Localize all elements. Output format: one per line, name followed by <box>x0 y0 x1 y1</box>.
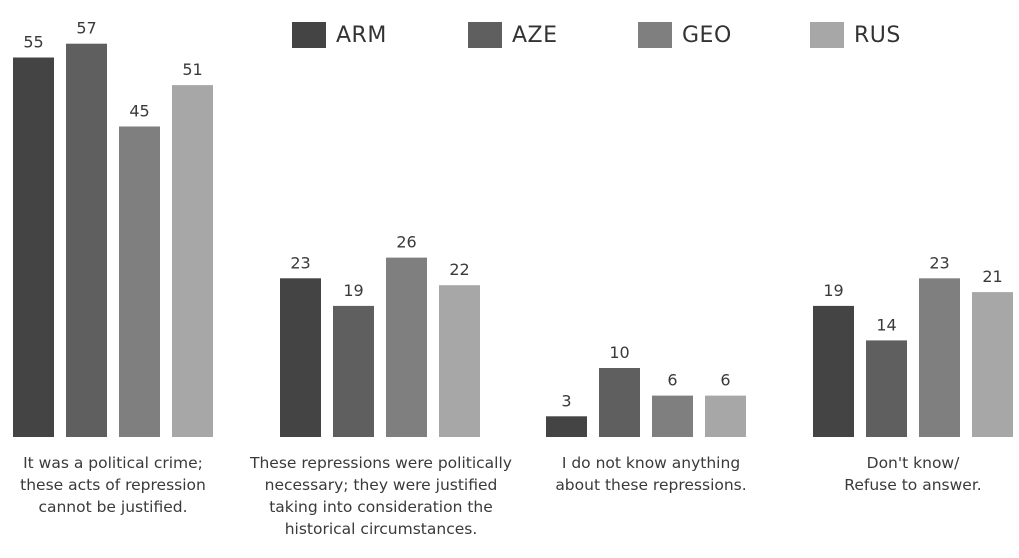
value-label-aze-1: 19 <box>343 281 363 300</box>
value-label-rus-1: 22 <box>449 260 469 279</box>
bar-rus-1 <box>439 285 480 437</box>
bar-aze-1 <box>333 305 374 437</box>
category-label-do-not-know-anything: I do not know anything about these repre… <box>555 454 747 494</box>
legend-item-arm: ARM <box>292 18 387 52</box>
legend: ARM AZE GEO RUS <box>0 18 1019 52</box>
legend-item-geo: GEO <box>638 18 732 52</box>
value-label-geo-2: 6 <box>667 371 677 390</box>
bar-geo-0 <box>119 126 160 437</box>
legend-swatch-arm <box>292 22 326 48</box>
bar-arm-2 <box>546 416 587 437</box>
bar-rus-2 <box>705 395 746 437</box>
legend-label-aze: AZE <box>512 22 558 48</box>
legend-label-rus: RUS <box>854 22 901 48</box>
bars-group <box>13 43 1013 437</box>
legend-swatch-rus <box>810 22 844 48</box>
category-label-politically-necessary: These repressions were politically neces… <box>250 454 512 538</box>
bar-geo-2 <box>652 395 693 437</box>
value-label-arm-0: 55 <box>23 33 43 52</box>
bar-rus-0 <box>172 85 213 437</box>
value-label-geo-1: 26 <box>396 233 416 252</box>
bar-arm-3 <box>813 305 854 437</box>
bar-geo-1 <box>386 257 427 437</box>
value-label-aze-3: 14 <box>876 315 896 334</box>
bar-aze-0 <box>66 43 107 437</box>
legend-label-arm: ARM <box>336 22 387 48</box>
value-labels-group: 55 57 45 51 23 19 26 22 3 10 6 6 19 14 23 21 <box>23 19 1002 411</box>
value-label-aze-2: 10 <box>609 343 629 362</box>
bar-geo-3 <box>919 278 960 437</box>
value-label-aze-0: 57 <box>76 19 96 38</box>
value-label-arm-1: 23 <box>290 253 310 272</box>
bar-aze-2 <box>599 368 640 437</box>
legend-label-geo: GEO <box>682 22 732 48</box>
legend-item-rus: RUS <box>810 18 901 52</box>
bar-arm-0 <box>13 57 54 437</box>
category-label-dont-know-refuse: Don't know/ Refuse to answer. <box>844 454 982 494</box>
value-label-arm-3: 19 <box>823 281 843 300</box>
legend-swatch-geo <box>638 22 672 48</box>
bar-rus-3 <box>972 292 1013 437</box>
bar-arm-1 <box>280 278 321 437</box>
value-label-rus-0: 51 <box>182 60 202 79</box>
value-label-geo-3: 23 <box>929 253 949 272</box>
legend-swatch-aze <box>468 22 502 48</box>
value-label-geo-0: 45 <box>129 102 149 121</box>
value-label-rus-3: 21 <box>982 267 1002 286</box>
value-label-rus-2: 6 <box>720 371 730 390</box>
category-label-political-crime: It was a political crime; these acts of … <box>20 454 206 516</box>
legend-item-aze: AZE <box>468 18 558 52</box>
bar-aze-3 <box>866 340 907 437</box>
value-label-arm-2: 3 <box>561 391 571 410</box>
